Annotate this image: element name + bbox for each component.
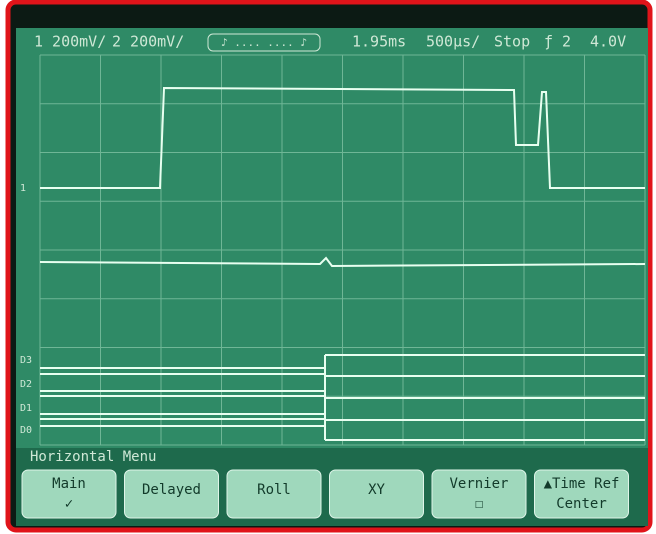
status-bar [16,28,648,52]
channel-1-trace [40,86,645,189]
softkey-face[interactable] [124,469,219,519]
channel-label: D3 [20,355,32,366]
trigger: ƒ 2 [544,33,571,51]
softkey-label[interactable]: ▲Time Ref [544,476,620,492]
softkey-sub[interactable]: ☐ [475,496,483,512]
timebase: 500µs/ [426,33,480,51]
softkey-face[interactable] [226,469,322,519]
channel-label: D2 [20,379,32,390]
softkey[interactable]: XY [329,469,424,519]
softkey[interactable]: Roll [226,469,322,519]
screen [16,28,648,526]
softkey-label[interactable]: Delayed [142,482,201,498]
acq-indicator: ♪ .... .... ♪ [221,36,307,49]
channel-label: 1 [20,183,26,194]
softkey-label[interactable]: XY [368,482,385,498]
softkeys: Main ✓ Delayed Roll XY Vernier ☐ ▲Time Ref Cente… [21,469,629,519]
delay: 1.95ms [352,33,406,51]
softkey[interactable]: Vernier ☐ [431,469,527,519]
channel-labels: 1 D3 D2 D1 D0 [20,183,32,436]
channel-label: D1 [20,403,32,414]
softkey[interactable]: Delayed [124,469,219,519]
graticule [39,54,646,446]
ch2-scale: 2 200mV/ [112,33,184,51]
acq-box [207,33,321,52]
trigger-level: 4.0V [590,33,626,51]
softkey-sub[interactable]: ✓ [65,496,73,512]
softkey[interactable]: Main ✓ [21,469,117,519]
channel-label: D0 [20,425,32,436]
softkey-face[interactable] [329,469,424,519]
softkey-sub[interactable]: Center [556,496,607,512]
softkey-label[interactable]: Vernier [449,476,508,492]
softkey-label[interactable]: Main [52,476,86,492]
softkey[interactable]: ▲Time Ref Center [534,469,629,519]
softkey-face[interactable] [21,469,117,519]
softkey-label[interactable]: Roll [257,482,291,498]
run-state: Stop [494,33,530,51]
channel-2-trace [39,256,646,268]
softkey-face[interactable] [534,469,629,519]
menu-title: Horizontal Menu [30,449,156,465]
ch1-scale: 1 200mV/ [34,33,106,51]
waveforms [39,86,646,441]
softkey-face[interactable] [431,469,527,519]
digital-traces [40,354,645,441]
